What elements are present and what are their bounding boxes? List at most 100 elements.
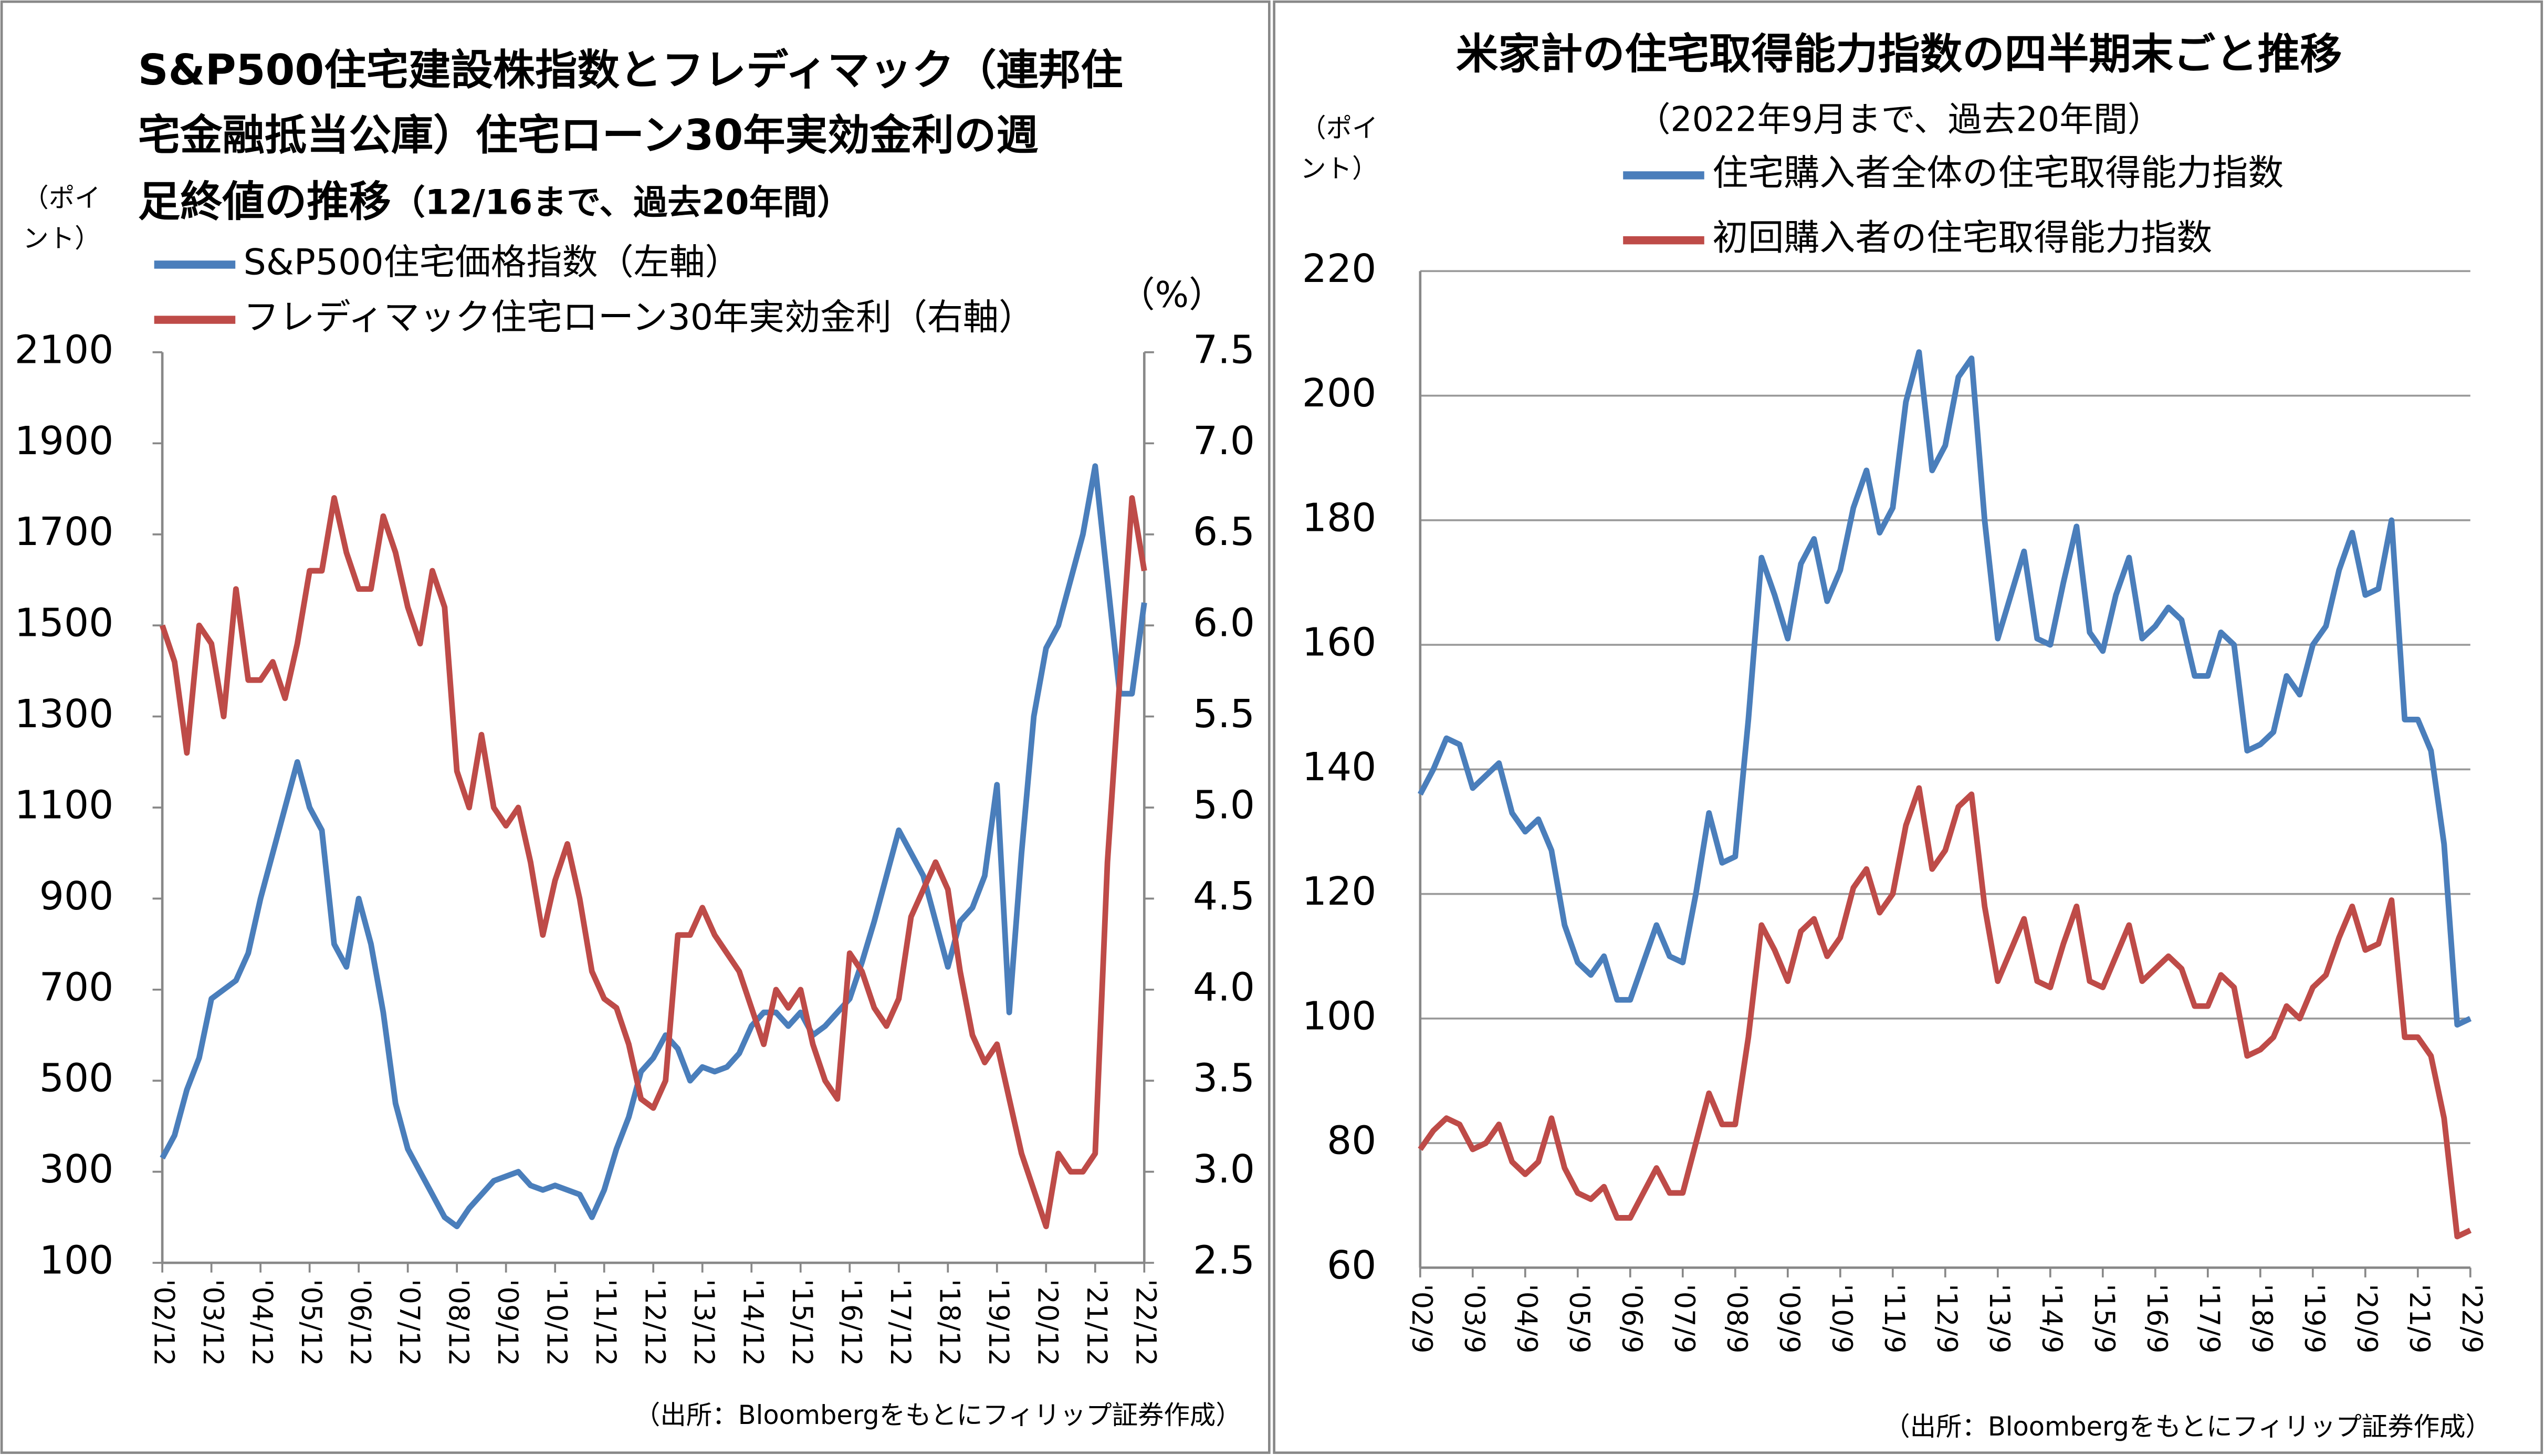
x-tick-label: '22/9 bbox=[2456, 1284, 2488, 1353]
y-axis-label: ント） bbox=[23, 223, 100, 254]
y2-tick-label: 4.0 bbox=[1193, 965, 1255, 1010]
y2-tick-label: 2.5 bbox=[1193, 1238, 1255, 1283]
x-tick-label: '09/9 bbox=[1773, 1284, 1805, 1353]
x-tick-label: '09/12 bbox=[491, 1279, 523, 1366]
data-line bbox=[160, 463, 1147, 1230]
title-line: S&P500住宅建設株指数とフレディマック（連邦住 bbox=[138, 45, 1123, 95]
y-tick-label: 140 bbox=[1302, 745, 1377, 790]
x-tick-label: '14/9 bbox=[2036, 1284, 2068, 1353]
x-tick-label: '14/12 bbox=[737, 1279, 769, 1366]
x-tick-label: '04/9 bbox=[1511, 1284, 1543, 1353]
x-tick-label: '03/9 bbox=[1458, 1284, 1490, 1353]
data-line bbox=[1418, 349, 2472, 1028]
x-tick-label: '17/9 bbox=[2193, 1284, 2225, 1353]
y2-tick-label: 7.0 bbox=[1193, 418, 1255, 464]
y-tick-label: 120 bbox=[1302, 869, 1377, 914]
x-tick-label: '13/9 bbox=[1983, 1284, 2015, 1353]
legend-label: 初回購入者の住宅取得能力指数 bbox=[1712, 217, 2212, 259]
y-tick-label: 100 bbox=[1302, 993, 1377, 1039]
x-tick-label: '07/12 bbox=[393, 1279, 425, 1366]
y-tick-label: 500 bbox=[39, 1056, 114, 1101]
x-tick-label: '21/12 bbox=[1081, 1279, 1113, 1366]
x-tick-label: '16/12 bbox=[835, 1279, 867, 1366]
panel-border bbox=[0, 0, 1271, 1454]
subtitle: （12/16まで、過去20年間） bbox=[391, 183, 851, 222]
y-tick-label: 900 bbox=[39, 874, 114, 919]
y-tick-label: 1900 bbox=[15, 418, 114, 464]
x-tick-label: '06/9 bbox=[1616, 1284, 1648, 1353]
y-axis-label: （ポイ bbox=[1300, 113, 1378, 143]
y-tick-label: 300 bbox=[39, 1147, 114, 1192]
y-tick-label: 220 bbox=[1302, 246, 1377, 291]
x-tick-label: '13/12 bbox=[688, 1279, 720, 1366]
x-tick-label: '11/9 bbox=[1878, 1284, 1910, 1353]
x-tick-label: '12/12 bbox=[639, 1279, 671, 1366]
x-tick-label: '16/9 bbox=[2141, 1284, 2173, 1353]
y-tick-label: 700 bbox=[39, 965, 114, 1010]
x-tick-label: '02/12 bbox=[148, 1279, 180, 1366]
x-tick-label: '21/9 bbox=[2403, 1284, 2435, 1353]
y2-tick-label: 6.5 bbox=[1193, 509, 1255, 554]
y2-tick-label: 5.5 bbox=[1193, 692, 1255, 737]
panel-border bbox=[1273, 0, 2543, 1454]
y2-axis-label: （%） bbox=[1119, 274, 1225, 316]
x-tick-label: '18/9 bbox=[2246, 1284, 2278, 1353]
y-tick-label: 1300 bbox=[15, 692, 114, 737]
x-tick-label: '22/12 bbox=[1130, 1279, 1162, 1366]
y-tick-label: 180 bbox=[1302, 495, 1377, 540]
legend-label: 住宅購入者全体の住宅取得能力指数 bbox=[1712, 152, 2284, 194]
x-tick-label: '20/12 bbox=[1032, 1279, 1064, 1366]
title-line: 足終値の推移 bbox=[138, 177, 391, 226]
y2-tick-label: 3.0 bbox=[1193, 1147, 1255, 1192]
x-tick-label: '11/12 bbox=[590, 1279, 622, 1366]
x-tick-label: '19/9 bbox=[2298, 1284, 2330, 1353]
y2-tick-label: 6.0 bbox=[1193, 601, 1255, 646]
x-tick-label: '03/12 bbox=[197, 1279, 229, 1366]
y2-tick-label: 5.0 bbox=[1193, 782, 1255, 827]
x-tick-label: '10/9 bbox=[1826, 1284, 1858, 1353]
title-line: 米家計の住宅取得能力指数の四半期末ごと推移 bbox=[1456, 29, 2342, 78]
x-tick-label: '18/12 bbox=[934, 1279, 966, 1366]
y-axis-label: （ポイ bbox=[23, 183, 100, 213]
x-tick-label: '07/9 bbox=[1668, 1284, 1700, 1353]
x-tick-label: '05/12 bbox=[295, 1279, 327, 1366]
chart-title: S&P500住宅建設株指数とフレディマック（連邦住 bbox=[138, 45, 1123, 95]
data-line bbox=[1418, 785, 2472, 1240]
y-tick-label: 160 bbox=[1302, 620, 1377, 665]
y-tick-label: 2100 bbox=[15, 327, 114, 372]
x-tick-label: '12/9 bbox=[1931, 1284, 1963, 1353]
y2-tick-label: 4.5 bbox=[1193, 874, 1255, 919]
source-note: （出所：Bloombergをもとにフィリップ証券作成） bbox=[1884, 1411, 2491, 1442]
x-tick-label: '06/12 bbox=[344, 1279, 376, 1366]
x-tick-label: '04/12 bbox=[246, 1279, 278, 1366]
chart-title: 足終値の推移（12/16まで、過去20年間） bbox=[138, 177, 851, 226]
x-tick-label: '15/12 bbox=[786, 1279, 818, 1366]
y-tick-label: 200 bbox=[1302, 371, 1377, 416]
y-tick-label: 100 bbox=[39, 1238, 114, 1283]
x-tick-label: '08/12 bbox=[443, 1279, 475, 1366]
legend-label: フレディマック住宅ローン30年実効金利（右軸） bbox=[244, 297, 1034, 339]
y-tick-label: 1500 bbox=[15, 601, 114, 646]
legend-label: S&P500住宅価格指数（左軸） bbox=[244, 242, 741, 284]
x-tick-label: '10/12 bbox=[541, 1279, 573, 1366]
y-tick-label: 1100 bbox=[15, 782, 114, 827]
x-tick-label: '05/9 bbox=[1563, 1284, 1595, 1353]
source-note: （出所：Bloombergをもとにフィリップ証券作成） bbox=[634, 1400, 1242, 1430]
chart-title: 米家計の住宅取得能力指数の四半期末ごと推移 bbox=[1456, 29, 2342, 78]
y-tick-label: 80 bbox=[1327, 1118, 1376, 1164]
y-tick-label: 60 bbox=[1327, 1243, 1376, 1288]
chart-title: 宅金融抵当公庫）住宅ローン30年実効金利の週 bbox=[138, 110, 1039, 160]
y2-tick-label: 7.5 bbox=[1193, 327, 1255, 372]
y2-tick-label: 3.5 bbox=[1193, 1056, 1255, 1101]
y-axis-label: ント） bbox=[1300, 153, 1378, 184]
data-line bbox=[159, 495, 1147, 1230]
y-tick-label: 1700 bbox=[15, 509, 114, 554]
x-tick-label: '19/12 bbox=[982, 1279, 1014, 1366]
x-tick-label: '15/9 bbox=[2088, 1284, 2120, 1353]
x-tick-label: '17/12 bbox=[884, 1279, 916, 1366]
title-line: 宅金融抵当公庫）住宅ローン30年実効金利の週 bbox=[138, 110, 1039, 160]
x-tick-label: '02/9 bbox=[1406, 1284, 1438, 1353]
subtitle: （2022年9月まで、過去20年間） bbox=[1636, 100, 2161, 140]
